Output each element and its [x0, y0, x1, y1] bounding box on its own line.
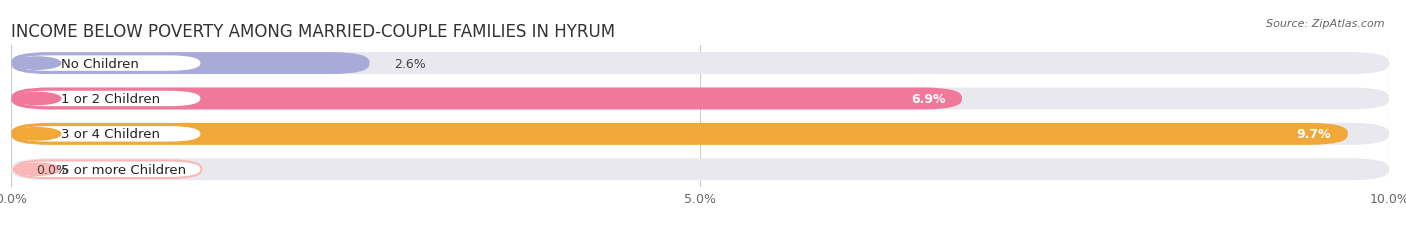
Text: 9.7%: 9.7% [1296, 128, 1331, 141]
Circle shape [13, 93, 60, 105]
Circle shape [13, 163, 60, 176]
Text: 0.0%: 0.0% [37, 163, 67, 176]
Circle shape [13, 58, 60, 70]
FancyBboxPatch shape [15, 161, 201, 178]
FancyBboxPatch shape [11, 88, 1389, 110]
FancyBboxPatch shape [15, 125, 201, 143]
Text: 3 or 4 Children: 3 or 4 Children [60, 128, 160, 141]
FancyBboxPatch shape [15, 90, 201, 108]
Text: INCOME BELOW POVERTY AMONG MARRIED-COUPLE FAMILIES IN HYRUM: INCOME BELOW POVERTY AMONG MARRIED-COUPL… [11, 23, 616, 40]
FancyBboxPatch shape [15, 55, 201, 73]
FancyBboxPatch shape [11, 123, 1389, 145]
FancyBboxPatch shape [11, 158, 1389, 180]
FancyBboxPatch shape [11, 123, 1348, 145]
FancyBboxPatch shape [11, 88, 962, 110]
Text: Source: ZipAtlas.com: Source: ZipAtlas.com [1267, 18, 1385, 28]
Circle shape [13, 128, 60, 140]
Text: No Children: No Children [60, 57, 139, 70]
Text: 2.6%: 2.6% [394, 57, 426, 70]
FancyBboxPatch shape [11, 53, 1389, 75]
Text: 5 or more Children: 5 or more Children [60, 163, 186, 176]
Text: 1 or 2 Children: 1 or 2 Children [60, 93, 160, 106]
Text: 6.9%: 6.9% [911, 93, 945, 106]
FancyBboxPatch shape [11, 53, 370, 75]
